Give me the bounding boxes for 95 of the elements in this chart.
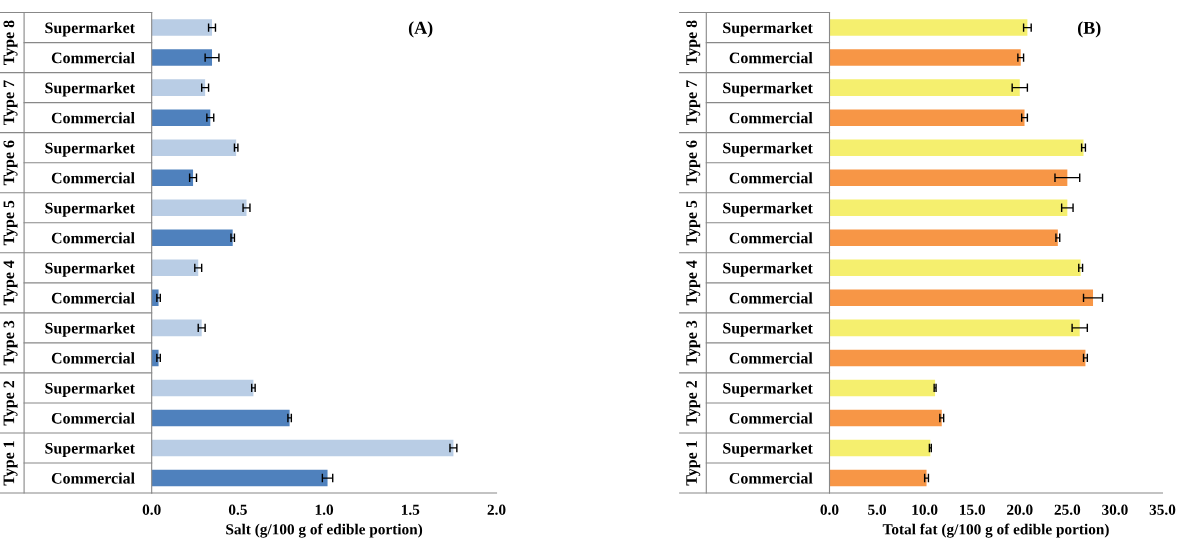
y-tick-label: Supermarket <box>45 262 135 277</box>
text: Type 5 <box>3 200 18 246</box>
chart-title: (A) <box>408 21 433 38</box>
bar <box>829 469 927 487</box>
y-tick-label: Commercial <box>51 172 135 184</box>
bar <box>829 349 1086 367</box>
x-tick-label: 5.0 <box>868 504 887 515</box>
y-tick-label: Commercial <box>51 352 135 364</box>
y-tick-label: Commercial <box>729 412 813 424</box>
text: Type 4 <box>686 260 701 306</box>
y-tick-label: Commercial <box>729 52 813 64</box>
x-tick-label: 15.0 <box>960 504 985 515</box>
text: Type 4 <box>3 260 18 306</box>
x-axis-title: Salt (g/100 g of edible portion) <box>226 523 423 538</box>
bar <box>829 319 1080 337</box>
bar <box>151 199 247 217</box>
y-tick-label: Supermarket <box>45 442 135 457</box>
y-tick-label: Supermarket <box>45 382 135 397</box>
x-tick-label: 2.0 <box>487 504 506 515</box>
y-tick-label: Commercial <box>729 112 813 124</box>
bar <box>151 439 454 457</box>
chart-title: (B) <box>1077 21 1101 38</box>
text: Type 1 <box>686 441 701 486</box>
bar <box>151 139 237 156</box>
y-tick-label: Supermarket <box>723 202 813 217</box>
x-tick-label: 30.0 <box>1102 504 1128 515</box>
x-tick-label: 20.0 <box>1007 504 1033 515</box>
y-tick-label: Commercial <box>51 472 135 484</box>
x-tick-label: 25.0 <box>1054 504 1081 515</box>
text: Type 5 <box>686 200 701 246</box>
text: Type 8 <box>686 20 701 66</box>
text: Type 7 <box>686 80 701 126</box>
bar <box>829 199 1068 217</box>
y-tick-label: Supermarket <box>45 22 135 37</box>
text: Type 3 <box>3 320 18 366</box>
y-tick-label: Commercial <box>729 352 813 364</box>
bar <box>151 79 206 96</box>
bar <box>151 259 199 277</box>
y-tick-label: Commercial <box>51 232 135 244</box>
bar <box>151 319 202 337</box>
x-tick-label: 0.5 <box>228 504 247 515</box>
bar <box>829 379 936 397</box>
x-tick-label: 10.0 <box>912 504 938 515</box>
bar <box>829 439 931 457</box>
x-tick-label: 1.5 <box>401 504 420 515</box>
bar <box>829 79 1020 96</box>
y-tick-label: Supermarket <box>723 142 813 157</box>
bar <box>151 49 213 66</box>
text: Type 3 <box>686 320 701 366</box>
text: Type 8 <box>3 20 18 66</box>
bar <box>829 409 942 427</box>
y-tick-label: Commercial <box>51 52 135 64</box>
y-tick-label: Supermarket <box>723 22 813 37</box>
y-tick-label: Supermarket <box>45 142 135 157</box>
text: Type 1 <box>3 441 18 486</box>
text: Type 2 <box>3 380 18 426</box>
bar <box>829 259 1081 277</box>
y-tick-label: Supermarket <box>723 262 813 277</box>
bar <box>151 109 211 126</box>
y-tick-label: Supermarket <box>45 202 135 217</box>
x-tick-label: 0.0 <box>820 504 839 515</box>
x-tick-label: 35.0 <box>1149 504 1176 515</box>
text: Type 6 <box>686 140 701 186</box>
text: Type 7 <box>3 80 18 126</box>
y-tick-label: Commercial <box>51 112 135 124</box>
y-tick-label: Supermarket <box>723 82 813 97</box>
x-tick-label: 1.0 <box>315 504 334 515</box>
y-tick-label: Supermarket <box>723 322 813 337</box>
x-tick-label: 0.0 <box>142 504 161 515</box>
bar <box>829 139 1084 156</box>
text: Type 2 <box>686 380 701 426</box>
x-axis-title: Total fat (g/100 g of edible portion) <box>882 523 1109 538</box>
y-tick-label: Commercial <box>51 412 135 424</box>
y-tick-label: Commercial <box>51 292 135 304</box>
bar <box>151 379 254 397</box>
bar <box>829 109 1025 126</box>
y-tick-label: Commercial <box>729 232 813 244</box>
bar <box>151 409 290 427</box>
text: Type 6 <box>3 140 18 186</box>
y-tick-label: Commercial <box>729 172 813 184</box>
bar <box>151 19 213 36</box>
y-tick-label: Commercial <box>729 472 813 484</box>
bar <box>829 229 1058 247</box>
y-tick-label: Supermarket <box>723 442 813 457</box>
bar <box>829 19 1028 36</box>
bar <box>151 169 194 186</box>
bar <box>151 229 233 247</box>
bar <box>829 49 1021 66</box>
bar <box>829 289 1094 307</box>
bar <box>151 469 328 487</box>
bar <box>829 169 1068 186</box>
y-tick-label: Supermarket <box>723 382 813 397</box>
y-tick-label: Supermarket <box>45 322 135 337</box>
y-tick-label: Supermarket <box>45 82 135 97</box>
y-tick-label: Commercial <box>729 292 813 304</box>
